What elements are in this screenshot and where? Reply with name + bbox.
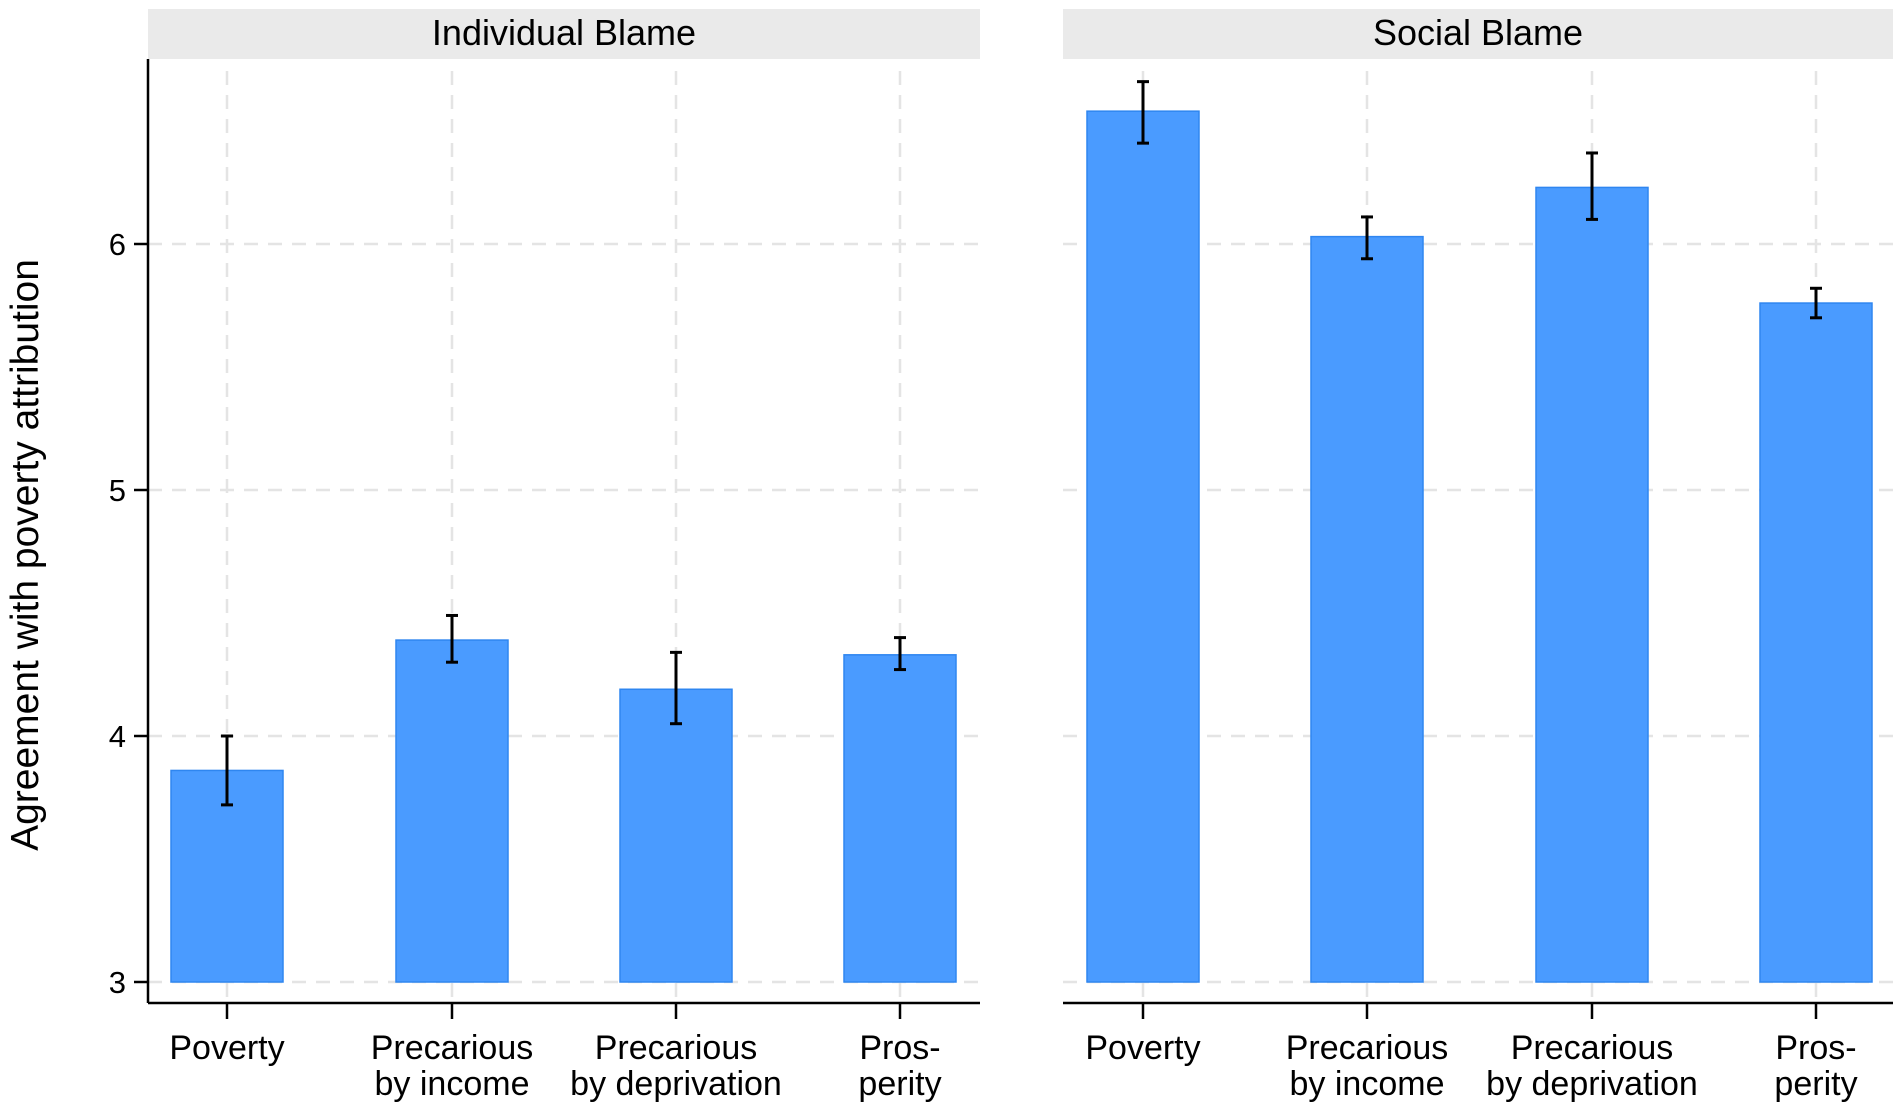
panel-1-x-tick-label-1: Poverty [169,1029,284,1067]
y-tick-label-4: 4 [109,719,126,754]
y-tick-label-5: 5 [109,473,126,508]
panel-1-bar-2 [395,639,509,983]
panel-1-x-tick-label-3-line-1: Precarious [595,1029,758,1067]
panel-2-bar-3 [1535,186,1649,983]
y-tick-label-6: 6 [109,227,126,262]
panel-2-bar-4 [1759,302,1873,983]
panel-1-x-tick-label-2-line-2: by income [375,1065,530,1103]
panel-1-x-tick-label-2-line-1: Precarious [371,1029,534,1067]
panel-2-x-tick-label-3-line-1: Precarious [1511,1029,1674,1067]
panel-2-x-tick-label-3-line-2: by deprivation [1486,1065,1698,1103]
panel-1-x-tick-label-3-line-2: by deprivation [570,1065,782,1103]
panel-1-x-tick-label-4-line-1: Pros- [859,1029,940,1067]
panel-2-x-tick-label-4-line-2: perity [1774,1065,1857,1103]
panel-2-x-tick-label-2-line-2: by income [1290,1065,1445,1103]
panel-1-header-strip [148,9,980,59]
panel-2-x-tick-label-1: Poverty [1085,1029,1200,1067]
panel-1-bar-4 [843,654,957,983]
panel-2-bar-1 [1086,110,1200,983]
panel-2-header-strip [1063,9,1893,59]
panel-1-title: Individual Blame [432,12,696,53]
panel-2-title: Social Blame [1373,12,1583,53]
panel-2-x-tick-label-4-line-1: Pros- [1775,1029,1856,1067]
panel-2-x-tick-label-2-line-1: Precarious [1286,1029,1449,1067]
panel-1-bar-3 [619,688,733,983]
panel-1-x-tick-label-4-line-2: perity [858,1065,941,1103]
y-axis-title: Agreement with poverty attribution [4,259,47,851]
y-tick-label-3: 3 [109,965,126,1000]
panel-2-bar-2 [1310,235,1424,983]
